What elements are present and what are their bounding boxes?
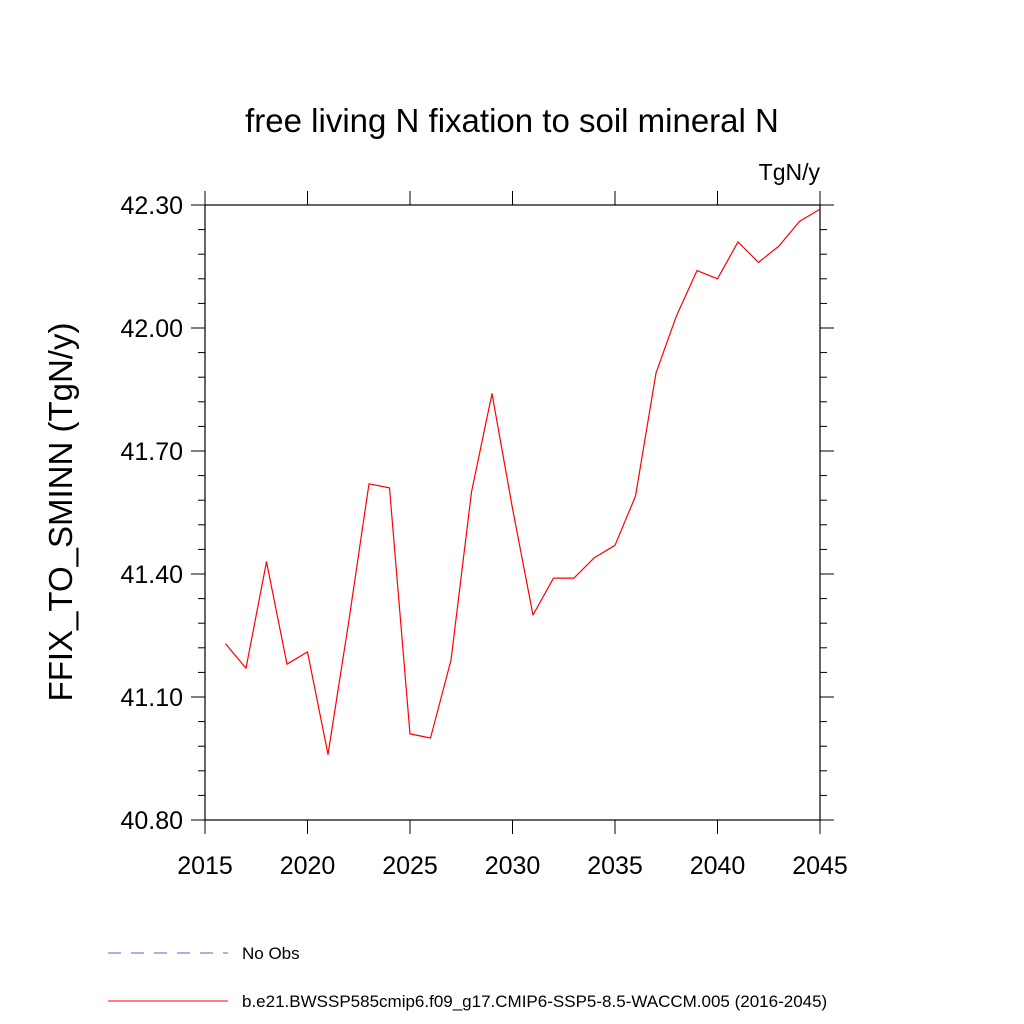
y-tick-label: 42.30 [120, 192, 183, 220]
x-tick-label: 2020 [280, 852, 336, 880]
y-axis-label: FFIX_TO_SMINN (TgN/y) [42, 323, 79, 702]
y-tick-label: 42.00 [120, 315, 183, 343]
series-line-0 [225, 208, 821, 756]
y-tick-label: 41.40 [120, 561, 183, 589]
series-layer [225, 208, 821, 756]
x-tick-labels: 2015 2020 2025 2030 2035 2040 2045 [177, 852, 848, 880]
x-tick-label: 2035 [587, 852, 643, 880]
y-tick-label: 40.80 [120, 807, 183, 835]
legend: No Obs b.e21.BWSSP585cmip6.f09_g17.CMIP6… [108, 944, 827, 1011]
y-tick-label: 41.10 [120, 684, 183, 712]
axis-ticks [191, 191, 834, 834]
chart-title: free living N fixation to soil mineral N [245, 102, 779, 139]
x-tick-label: 2030 [485, 852, 541, 880]
x-tick-label: 2045 [792, 852, 848, 880]
x-tick-label: 2015 [177, 852, 233, 880]
legend-label-series: b.e21.BWSSP585cmip6.f09_g17.CMIP6-SSP5-8… [242, 992, 827, 1011]
x-tick-label: 2025 [382, 852, 438, 880]
plot-frame [204, 204, 821, 821]
units-label: TgN/y [759, 159, 821, 185]
y-tick-labels: 40.80 41.10 41.40 41.70 42.00 42.30 [120, 192, 183, 835]
legend-label-no-obs: No Obs [242, 944, 300, 963]
y-tick-label: 41.70 [120, 438, 183, 466]
x-tick-label: 2040 [690, 852, 746, 880]
